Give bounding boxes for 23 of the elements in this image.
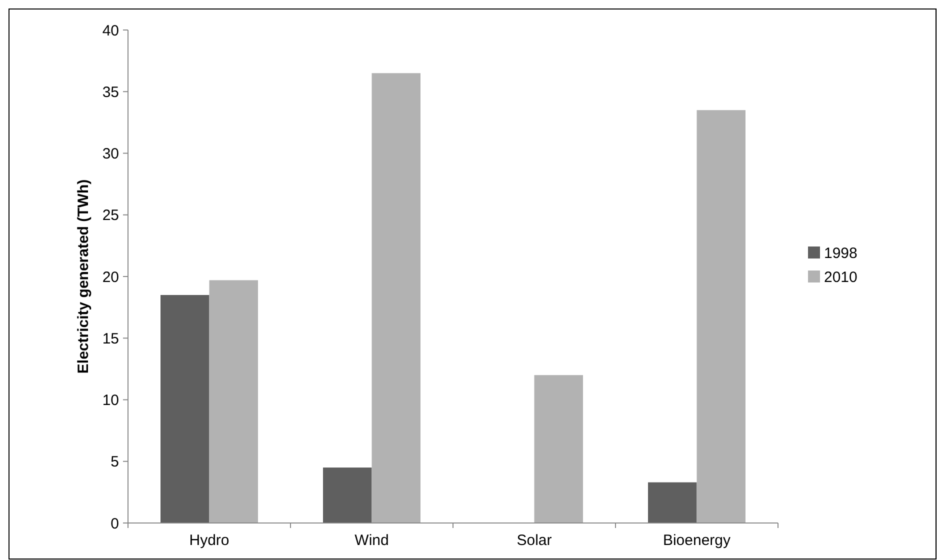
bar bbox=[534, 375, 583, 523]
legend-label: 1998 bbox=[824, 244, 858, 262]
x-tick-label: Bioenergy bbox=[662, 532, 732, 549]
x-tick-label: Wind bbox=[354, 532, 389, 549]
bar bbox=[323, 468, 372, 523]
y-axis-title: Electricity generated (TWh) bbox=[75, 179, 92, 374]
bar bbox=[648, 482, 697, 523]
legend-label: 2010 bbox=[824, 268, 858, 286]
y-tick-label: 5 bbox=[110, 454, 119, 471]
y-tick-label: 40 bbox=[102, 22, 119, 40]
y-tick-label: 15 bbox=[102, 330, 119, 348]
bar bbox=[209, 280, 258, 523]
bar bbox=[372, 73, 420, 523]
bar bbox=[160, 294, 210, 523]
x-tick-label: Solar bbox=[516, 532, 552, 549]
y-tick-label: 25 bbox=[102, 207, 119, 224]
bar bbox=[696, 110, 746, 523]
y-tick-label: 0 bbox=[110, 515, 119, 532]
y-tick-label: 35 bbox=[102, 84, 119, 101]
y-tick-label: 10 bbox=[102, 392, 119, 409]
y-tick-label: 30 bbox=[102, 146, 119, 162]
y-tick-label: 20 bbox=[102, 268, 119, 286]
x-tick-label: Hydro bbox=[189, 532, 230, 549]
